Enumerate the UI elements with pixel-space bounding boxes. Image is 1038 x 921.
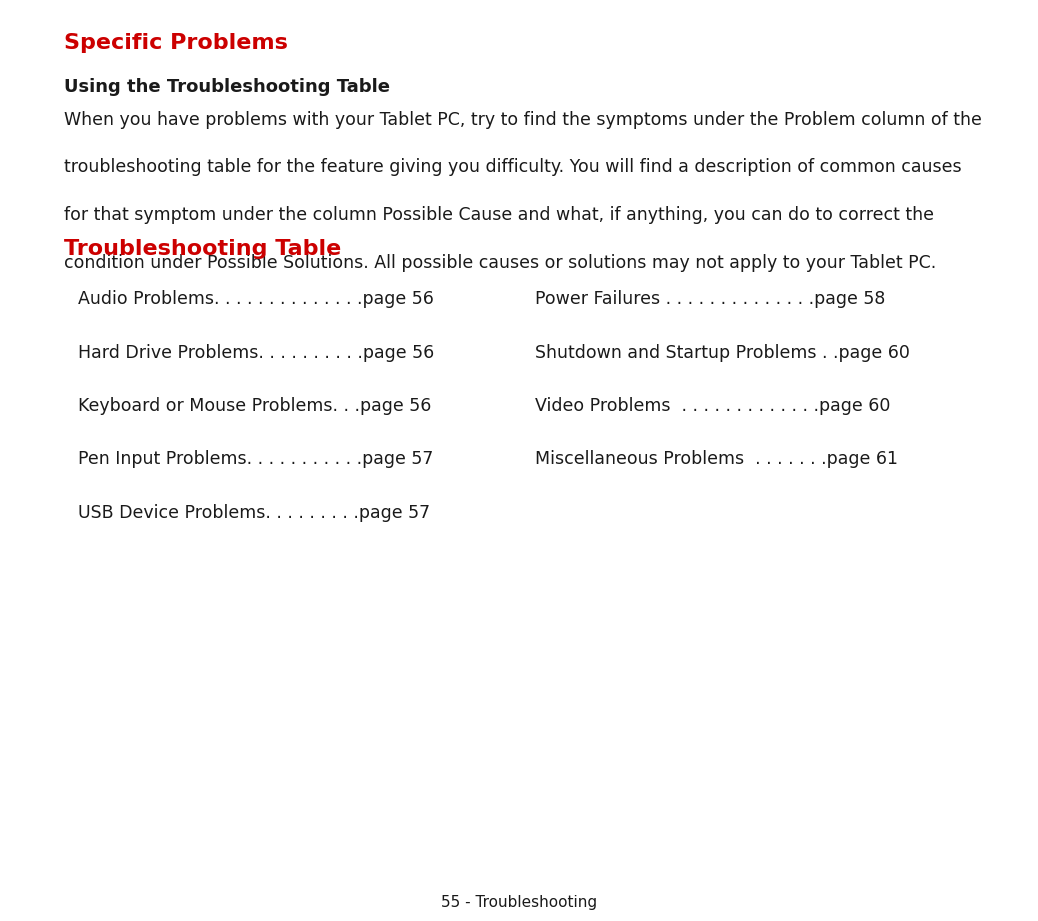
Text: Miscellaneous Problems  . . . . . . .page 61: Miscellaneous Problems . . . . . . .page… [535, 450, 898, 469]
Text: troubleshooting table for the feature giving you difficulty. You will find a des: troubleshooting table for the feature gi… [64, 158, 962, 177]
Text: Troubleshooting Table: Troubleshooting Table [64, 239, 342, 260]
Text: for that symptom under the column Possible Cause and what, if anything, you can : for that symptom under the column Possib… [64, 206, 934, 225]
Text: Hard Drive Problems. . . . . . . . . .page 56: Hard Drive Problems. . . . . . . . . .pa… [78, 344, 434, 362]
Text: Shutdown and Startup Problems . .page 60: Shutdown and Startup Problems . .page 60 [535, 344, 909, 362]
Text: Keyboard or Mouse Problems. . .page 56: Keyboard or Mouse Problems. . .page 56 [78, 397, 431, 415]
Text: Power Failures . . . . . . . . . . . . . .page 58: Power Failures . . . . . . . . . . . . .… [535, 290, 885, 309]
Text: Video Problems  . . . . . . . . . . . . .page 60: Video Problems . . . . . . . . . . . . .… [535, 397, 890, 415]
Text: Specific Problems: Specific Problems [64, 33, 289, 53]
Text: 55 - Troubleshooting: 55 - Troubleshooting [441, 895, 597, 910]
Text: condition under Possible Solutions. All possible causes or solutions may not app: condition under Possible Solutions. All … [64, 254, 936, 273]
Text: Using the Troubleshooting Table: Using the Troubleshooting Table [64, 78, 390, 97]
Text: Pen Input Problems. . . . . . . . . . .page 57: Pen Input Problems. . . . . . . . . . .p… [78, 450, 433, 469]
Text: USB Device Problems. . . . . . . . .page 57: USB Device Problems. . . . . . . . .page… [78, 504, 430, 522]
Text: When you have problems with your Tablet PC, try to find the symptoms under the P: When you have problems with your Tablet … [64, 111, 982, 129]
Text: Audio Problems. . . . . . . . . . . . . .page 56: Audio Problems. . . . . . . . . . . . . … [78, 290, 434, 309]
